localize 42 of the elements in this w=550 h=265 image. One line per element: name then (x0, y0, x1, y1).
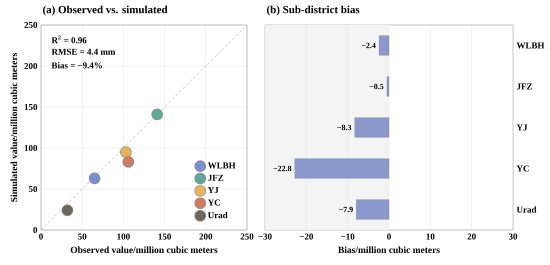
y-tick-label: 150 (24, 104, 38, 110)
x-tick-label: −20 (300, 234, 314, 240)
x-tick-label: 100 (117, 234, 130, 240)
y-tick-label: YJ (516, 124, 528, 130)
x-tick-label: −10 (341, 234, 354, 240)
x-tick-label: 250 (240, 234, 254, 240)
annotation: RMSE = 4.4 mm (52, 48, 116, 55)
legend-label: Urad (208, 212, 228, 218)
x-tick-label: 20 (468, 234, 476, 240)
y-tick-label: 100 (24, 144, 38, 152)
point (62, 204, 74, 216)
x-tick-label: 30 (508, 234, 518, 240)
x-tick-label: 150 (158, 234, 171, 240)
legend-label: YJ (208, 187, 218, 194)
x-axis-title: Observed value/million cubic meters (70, 246, 218, 254)
annotation: R$^{2}$ = 0.96 (52, 35, 86, 44)
x-tick-label: 50 (78, 234, 86, 240)
x-tick-label: 10 (426, 234, 434, 240)
point (122, 156, 134, 168)
x-tick-label: 0 (387, 234, 391, 240)
x-tick-label: −30 (258, 234, 272, 240)
y-tick-label: 0 (33, 226, 38, 234)
legend-label: YC (208, 200, 220, 206)
legend-label: WLBH (208, 162, 236, 168)
legend-label: JFZ (208, 174, 224, 181)
chart-title: (b) Sub-district bias (267, 6, 360, 16)
x-tick-label: 0 (39, 234, 43, 240)
x-axis-title: Bias/million cubic meters (338, 246, 440, 254)
y-tick-label: JFZ (516, 84, 532, 90)
annotation: Bias = −9.4% (52, 62, 102, 68)
chart-title: (a) Observed vs. simulated (43, 6, 168, 16)
y-tick-label: 50 (28, 186, 38, 192)
y-tick-label: 200 (24, 62, 38, 70)
x-tick-label: 200 (199, 234, 212, 240)
y-tick-label: WLBH (516, 42, 544, 49)
y-tick-label: 250 (24, 22, 38, 28)
point (151, 108, 163, 120)
y-tick-label: YC (516, 165, 529, 172)
y-tick-label: Urad (516, 206, 536, 213)
y-axis-title: Simulated value/million cubic meters (10, 52, 18, 202)
point (120, 146, 132, 158)
point (88, 172, 100, 184)
